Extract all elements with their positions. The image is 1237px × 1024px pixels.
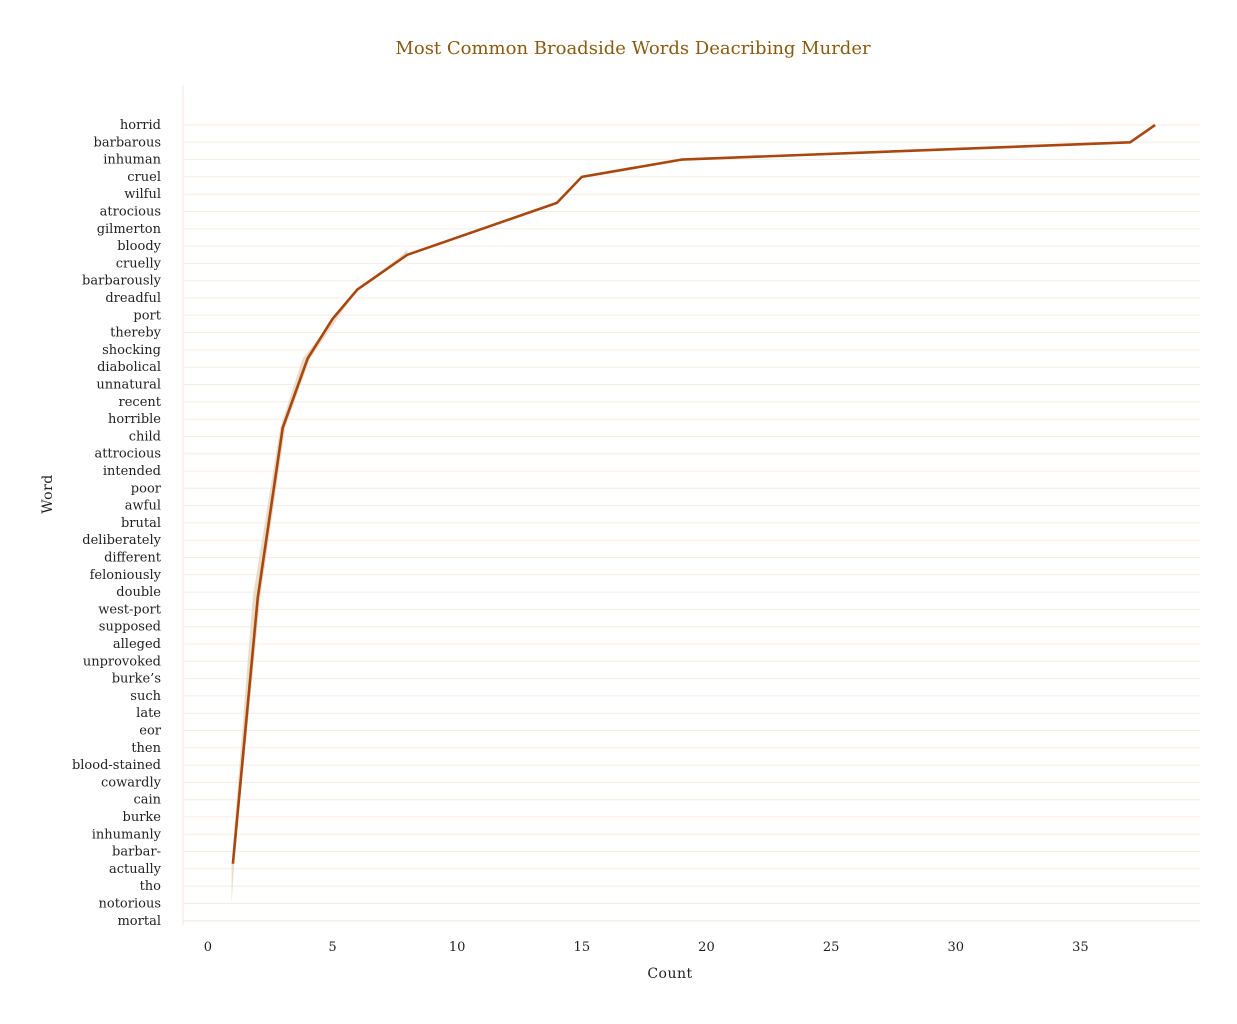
y-tick-label: blood-stained (72, 758, 161, 773)
y-tick-label: poor (131, 481, 162, 496)
y-tick-label: intended (103, 464, 161, 479)
y-tick-label: double (116, 585, 161, 600)
y-tick-label: unprovoked (83, 654, 161, 669)
y-axis-title: Word (40, 474, 56, 514)
y-tick-label: inhuman (103, 153, 161, 168)
y-tick-label: gilmerton (97, 222, 162, 237)
y-tick-label: brutal (121, 516, 161, 531)
y-tick-label: burke (123, 810, 162, 825)
y-tick-label: mortal (117, 914, 161, 929)
x-tick-label: 10 (449, 940, 466, 955)
y-tick-label: atrocious (100, 205, 161, 220)
y-tick-label: cruelly (116, 256, 162, 271)
plot-area: horrid barbarous inhuman cruel wilful atrocio… (72, 85, 1200, 955)
y-tick-label: wilful (124, 187, 161, 202)
y-tick-label: different (104, 551, 162, 566)
x-tick-label: 0 (204, 940, 212, 955)
y-tick-label: cowardly (101, 775, 162, 790)
y-tick-label: supposed (99, 620, 161, 635)
y-tick-label: then (131, 741, 161, 756)
y-tick-label: burke’s (112, 672, 161, 687)
y-tick-label: dreadful (105, 291, 161, 306)
y-tick-label: cruel (127, 170, 161, 185)
y-tick-label: barbar- (112, 845, 161, 860)
x-tick-label: 20 (698, 940, 715, 955)
x-tick-label: 15 (574, 940, 591, 955)
y-tick-label: cain (133, 793, 161, 808)
y-tick-label: alleged (113, 637, 161, 652)
y-tick-label: thereby (110, 326, 162, 341)
y-tick-label: attrocious (94, 447, 161, 462)
y-tick-label: west-port (98, 602, 161, 617)
y-tick-label: such (130, 689, 161, 704)
y-tick-label: horrible (108, 412, 161, 427)
y-tick-label: port (133, 308, 161, 323)
x-tick-label: 25 (823, 940, 840, 955)
y-tick-label: inhumanly (92, 827, 162, 842)
y-tick-label: bloody (117, 239, 161, 254)
y-tick-label: awful (125, 499, 161, 514)
chart-title: Most Common Broadside Words Deacribing M… (395, 38, 871, 59)
y-tick-label: notorious (99, 897, 162, 912)
y-tick-label: barbarous (94, 135, 161, 150)
y-tick-label: deliberately (82, 533, 161, 548)
x-tick-label: 35 (1072, 940, 1089, 955)
y-tick-label: child (129, 429, 161, 444)
x-tick-label: 30 (947, 940, 964, 955)
confidence-band (231, 249, 408, 904)
y-tick-label: late (136, 706, 161, 721)
x-tick-label: 5 (328, 940, 336, 955)
y-tick-label: diabolical (97, 360, 161, 375)
y-tick-label: tho (140, 879, 162, 894)
series-line (231, 123, 1156, 864)
y-tick-label: horrid (120, 118, 161, 133)
y-tick-label: shocking (102, 343, 161, 358)
y-tick-label: recent (119, 395, 162, 410)
y-tick-label: actually (109, 862, 162, 877)
y-tick-label: barbarously (82, 274, 162, 289)
y-tick-label: eor (139, 724, 162, 739)
y-tick-label: unnatural (96, 378, 161, 393)
y-tick-label: feloniously (90, 568, 162, 583)
x-axis-title: Count (647, 966, 692, 982)
